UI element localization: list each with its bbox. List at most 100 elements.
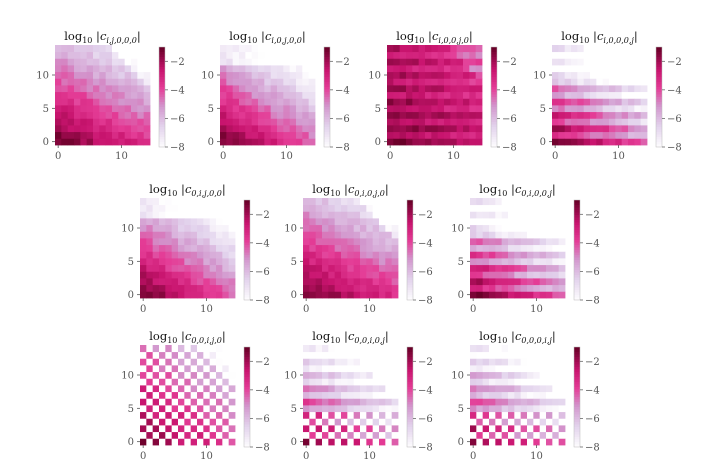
heatmap-cell xyxy=(475,111,483,119)
heatmap-cell xyxy=(520,418,528,426)
heatmap-cell xyxy=(425,45,432,53)
heatmap-cell xyxy=(264,131,272,139)
heatmap-cell xyxy=(470,218,477,226)
heatmap-cell xyxy=(171,264,179,272)
heatmap-cell xyxy=(470,345,477,353)
colorbar-segment xyxy=(574,285,580,288)
heatmap-cell xyxy=(146,345,154,353)
colorbar-segment xyxy=(407,222,413,226)
heatmap-cell xyxy=(341,345,348,353)
heatmap-cell xyxy=(171,291,179,299)
heatmap-cell xyxy=(152,378,160,386)
heatmap-cell xyxy=(264,71,272,79)
heatmap-cell xyxy=(99,58,107,66)
heatmap-cell xyxy=(482,251,490,259)
heatmap-cell xyxy=(209,431,217,439)
heatmap-cell xyxy=(628,78,635,86)
heatmap-cell xyxy=(341,391,348,399)
heatmap-cell xyxy=(178,284,185,292)
heatmap-cell xyxy=(322,425,329,433)
heatmap-cell xyxy=(228,224,236,232)
heatmap-cell xyxy=(372,438,380,446)
heatmap-cell xyxy=(366,224,374,232)
heatmap-cell xyxy=(159,398,166,406)
heatmap-cell xyxy=(385,365,393,373)
heatmap-cell xyxy=(385,278,393,286)
heatmap-cell xyxy=(322,238,329,246)
colorbar-tick-label: −2 xyxy=(418,210,433,221)
colorbar-tick-label: −6 xyxy=(502,114,517,125)
heatmap-cell xyxy=(86,45,94,53)
heatmap-cell xyxy=(209,405,217,413)
heatmap-cell xyxy=(197,385,204,393)
colorbar-segment xyxy=(324,107,330,110)
heatmap-cell xyxy=(165,204,173,212)
heatmap-cell xyxy=(165,425,173,433)
heatmap-cell xyxy=(146,251,154,259)
heatmap-cell xyxy=(308,91,316,99)
heatmap-cell xyxy=(232,131,240,139)
heatmap-cell xyxy=(552,278,560,286)
heatmap-cell xyxy=(178,365,185,373)
heatmap-cell xyxy=(546,418,553,426)
colorbar-segment xyxy=(407,362,413,365)
heatmap-cell xyxy=(366,198,374,206)
heatmap-cell xyxy=(220,71,227,79)
heatmap-cell xyxy=(86,105,94,113)
heatmap-cell xyxy=(264,118,272,126)
heatmap-cell xyxy=(482,218,490,226)
heatmap-cell xyxy=(482,238,490,246)
heatmap-cell xyxy=(501,411,509,419)
heatmap-cell xyxy=(391,244,399,252)
colorbar-segment xyxy=(244,247,250,251)
colorbar-segment xyxy=(324,144,330,148)
heatmap-cell xyxy=(495,371,503,379)
heatmap-cell xyxy=(86,98,94,106)
heatmap-cell xyxy=(391,405,399,413)
heatmap-cell xyxy=(640,98,648,106)
heatmap-cell xyxy=(296,125,303,133)
colorbar-segment xyxy=(407,292,413,296)
heatmap-cell xyxy=(558,378,566,386)
heatmap-cell xyxy=(159,284,166,292)
heatmap-cell xyxy=(184,244,192,252)
heatmap-cell xyxy=(303,231,310,239)
heatmap-cell xyxy=(197,238,204,246)
heatmap-cell xyxy=(558,231,566,239)
heatmap-cell xyxy=(470,198,477,206)
heatmap-cell xyxy=(520,224,528,232)
heatmap-cell xyxy=(222,224,230,232)
heatmap-cell xyxy=(140,371,147,379)
heatmap-cell xyxy=(197,378,204,386)
heatmap-cell xyxy=(309,231,317,239)
heatmap-cell xyxy=(159,371,166,379)
heatmap-cell xyxy=(190,351,198,359)
heatmap-cell xyxy=(184,418,192,426)
colorbar-segment xyxy=(244,347,250,350)
heatmap-cell xyxy=(406,91,413,99)
colorbar-segment xyxy=(656,47,662,50)
colorbar-tick-label: −4 xyxy=(667,85,682,96)
heatmap-cell xyxy=(159,198,166,206)
y-tick-label: 10 xyxy=(284,224,297,235)
heatmap-cell xyxy=(152,351,160,359)
heatmap-cell xyxy=(387,125,394,133)
heatmap-cell xyxy=(379,231,386,239)
heatmap-cell xyxy=(184,385,192,393)
heatmap-cell xyxy=(360,431,367,439)
heatmap-cell xyxy=(463,65,470,73)
heatmap-cell xyxy=(328,425,336,433)
heatmap-cell xyxy=(437,131,445,139)
heatmap-cell xyxy=(372,271,380,279)
colorbar-segment xyxy=(244,379,250,383)
heatmap-cell xyxy=(239,138,246,146)
heatmap-cell xyxy=(514,391,522,399)
y-tick-label: 5 xyxy=(208,104,214,115)
heatmap-cell xyxy=(67,58,75,66)
heatmap-cell xyxy=(222,398,230,406)
colorbar-tick-label: −8 xyxy=(585,296,600,307)
heatmap-cell xyxy=(105,138,113,146)
heatmap-cell xyxy=(251,131,259,139)
heatmap-cell xyxy=(489,231,496,239)
heatmap-cell xyxy=(475,125,483,133)
